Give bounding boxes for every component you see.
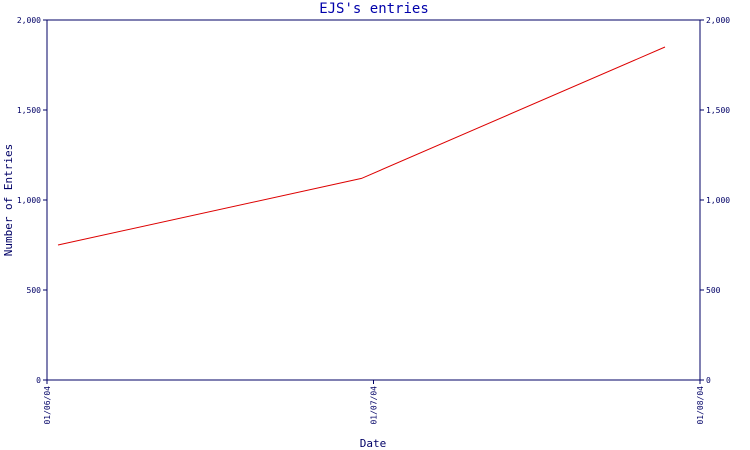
series-line — [57, 46, 666, 246]
y-tick-label-left: 500 — [27, 286, 42, 295]
y-tick-label-right: 1,500 — [706, 106, 730, 115]
series-layer — [57, 46, 666, 246]
left-y-axis: 0 500 1,000 1,500 2,000 — [17, 16, 47, 385]
y-axis-label: Number of Entries — [2, 144, 15, 257]
x-tick-label: 01/06/04 — [43, 386, 52, 425]
y-tick-label-left: 0 — [36, 376, 41, 385]
x-axis-label: Date — [360, 437, 387, 450]
y-tick-label-right: 1,000 — [706, 196, 730, 205]
y-tick-label-left: 2,000 — [17, 16, 41, 25]
chart-title: EJS's entries — [319, 1, 429, 17]
x-tick-label: 01/07/04 — [370, 386, 379, 425]
y-tick-label-right: 2,000 — [706, 16, 730, 25]
right-y-axis: 0 500 1,000 1,500 2,000 — [700, 16, 730, 385]
y-tick-label-right: 500 — [706, 286, 721, 295]
y-tick-label-right: 0 — [706, 376, 711, 385]
y-tick-label-left: 1,000 — [17, 196, 41, 205]
x-tick-label: 01/08/04 — [696, 386, 705, 425]
x-axis: 01/06/04 01/07/04 01/08/04 — [43, 380, 705, 425]
y-tick-label-left: 1,500 — [17, 106, 41, 115]
